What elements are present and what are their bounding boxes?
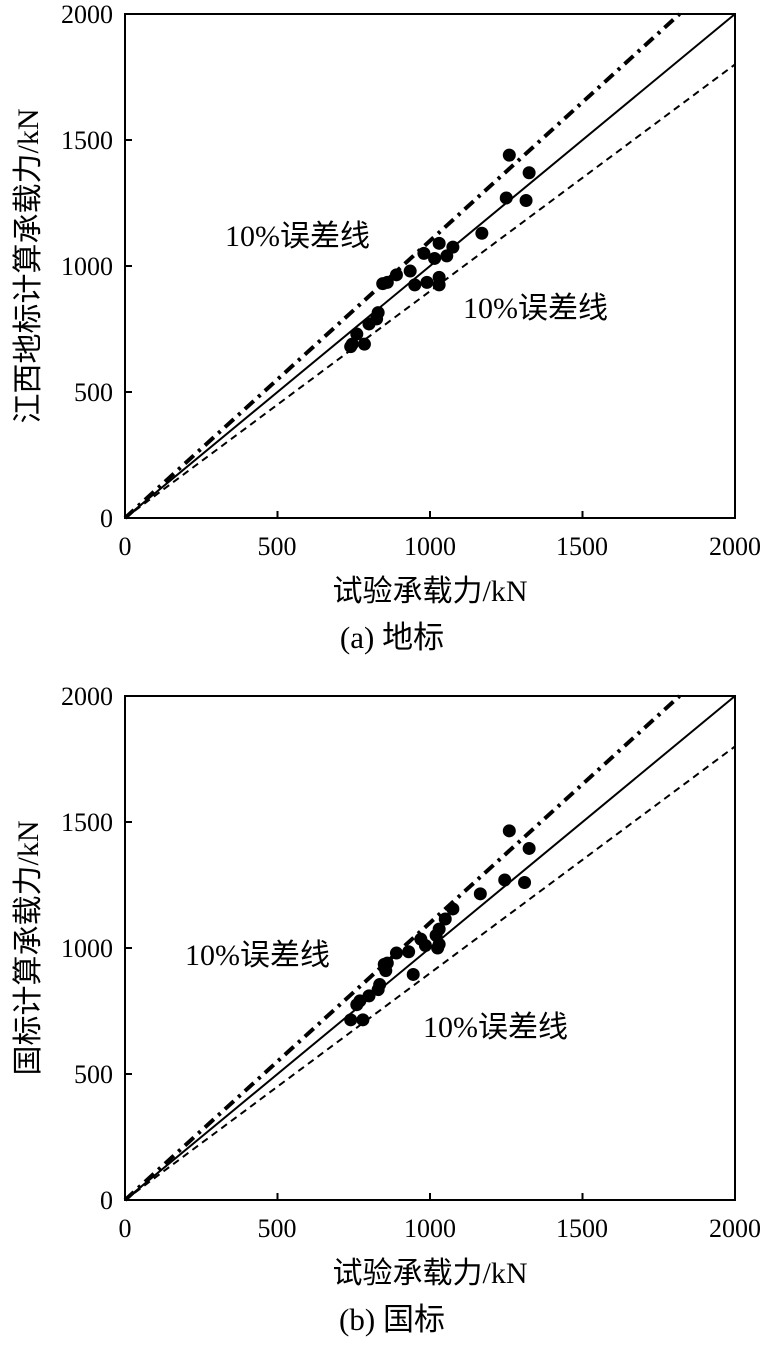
x-tick-label-a-3: 1500 bbox=[556, 532, 608, 561]
y-tick-label-a-4: 2000 bbox=[61, 0, 113, 29]
data-point bbox=[522, 841, 536, 855]
x-tick-label-b-1: 500 bbox=[258, 1214, 297, 1243]
reference-line-dashed-2 bbox=[124, 745, 736, 1201]
caption-a: (a) 地标 bbox=[340, 620, 444, 655]
y-tick-label-b-4: 2000 bbox=[61, 682, 113, 711]
y-tick-label-a-0: 0 bbox=[100, 504, 113, 533]
data-point bbox=[403, 264, 417, 278]
reference-line-dashed-dotted-1 bbox=[123, 694, 681, 1202]
data-point bbox=[357, 337, 371, 351]
data-point bbox=[473, 887, 487, 901]
data-point bbox=[345, 337, 359, 351]
data-point bbox=[475, 226, 489, 240]
data-point bbox=[389, 268, 403, 282]
data-point bbox=[502, 148, 516, 162]
panel-b-marks bbox=[123, 694, 736, 1202]
panel-b: 国标计算承载力/kN 试验承载力/kN (b) 国标 10%误差线 10%误差线… bbox=[12, 682, 761, 1337]
panel-a-marks bbox=[123, 12, 736, 520]
x-axis-label-a: 试验承载力/kN bbox=[333, 575, 528, 608]
data-point bbox=[438, 912, 452, 926]
y-tick-label-a-2: 1000 bbox=[61, 252, 113, 281]
caption-b: (b) 国标 bbox=[339, 1302, 445, 1337]
lower-error-line-label-a: 10%误差线 bbox=[463, 292, 608, 325]
reference-line-dashed-dotted-1 bbox=[123, 12, 681, 520]
data-point bbox=[344, 1013, 358, 1027]
data-point bbox=[402, 945, 416, 959]
y-tick-label-b-3: 1500 bbox=[61, 808, 113, 837]
data-point bbox=[417, 246, 431, 260]
data-point bbox=[432, 937, 446, 951]
x-tick-label-a-1: 500 bbox=[258, 532, 297, 561]
data-point bbox=[432, 236, 446, 250]
x-tick-label-b-4: 2000 bbox=[709, 1214, 761, 1243]
reference-line-dashed-2 bbox=[124, 63, 736, 519]
data-point bbox=[406, 967, 420, 981]
data-point bbox=[446, 902, 460, 916]
y-axis-label-b: 国标计算承载力/kN bbox=[12, 821, 45, 1076]
y-tick-label-b-0: 0 bbox=[100, 1186, 113, 1215]
data-point bbox=[389, 946, 403, 960]
y-tick-label-a-1: 500 bbox=[74, 378, 113, 407]
data-point bbox=[380, 956, 394, 970]
upper-error-line-label-a: 10%误差线 bbox=[225, 220, 370, 253]
x-tick-label-a-4: 2000 bbox=[709, 532, 761, 561]
x-tick-label-b-2: 1000 bbox=[404, 1214, 456, 1243]
data-point bbox=[519, 193, 533, 207]
upper-error-line-label-b: 10%误差线 bbox=[185, 939, 330, 972]
data-point bbox=[522, 166, 536, 180]
data-point bbox=[350, 327, 364, 341]
data-point bbox=[373, 978, 387, 992]
data-point bbox=[380, 275, 394, 289]
x-tick-label-b-3: 1500 bbox=[556, 1214, 608, 1243]
data-point bbox=[420, 275, 434, 289]
y-tick-label-b-1: 500 bbox=[74, 1060, 113, 1089]
x-tick-label-b-0: 0 bbox=[119, 1214, 132, 1243]
lower-error-line-label-b: 10%误差线 bbox=[423, 1011, 568, 1044]
data-point bbox=[362, 989, 376, 1003]
data-point bbox=[432, 922, 446, 936]
panel-a: 江西地标计算承载力/kN 试验承载力/kN (a) 地标 10%误差线 10%误… bbox=[12, 0, 761, 655]
data-point bbox=[518, 875, 532, 889]
data-point bbox=[418, 938, 432, 952]
data-point bbox=[432, 278, 446, 292]
x-tick-label-a-2: 1000 bbox=[404, 532, 456, 561]
data-point bbox=[446, 240, 460, 254]
y-axis-label-a: 江西地标计算承载力/kN bbox=[12, 109, 45, 424]
data-point bbox=[499, 191, 513, 205]
data-point bbox=[408, 278, 422, 292]
data-point bbox=[428, 251, 442, 265]
y-tick-label-a-3: 1500 bbox=[61, 126, 113, 155]
x-axis-label-b: 试验承载力/kN bbox=[333, 1257, 528, 1290]
data-point bbox=[356, 1013, 370, 1027]
x-tick-label-a-0: 0 bbox=[119, 532, 132, 561]
data-point bbox=[371, 306, 385, 320]
y-tick-label-b-2: 1000 bbox=[61, 934, 113, 963]
data-point bbox=[502, 824, 516, 838]
reference-line-solid-0 bbox=[124, 13, 736, 519]
data-point bbox=[498, 873, 512, 887]
